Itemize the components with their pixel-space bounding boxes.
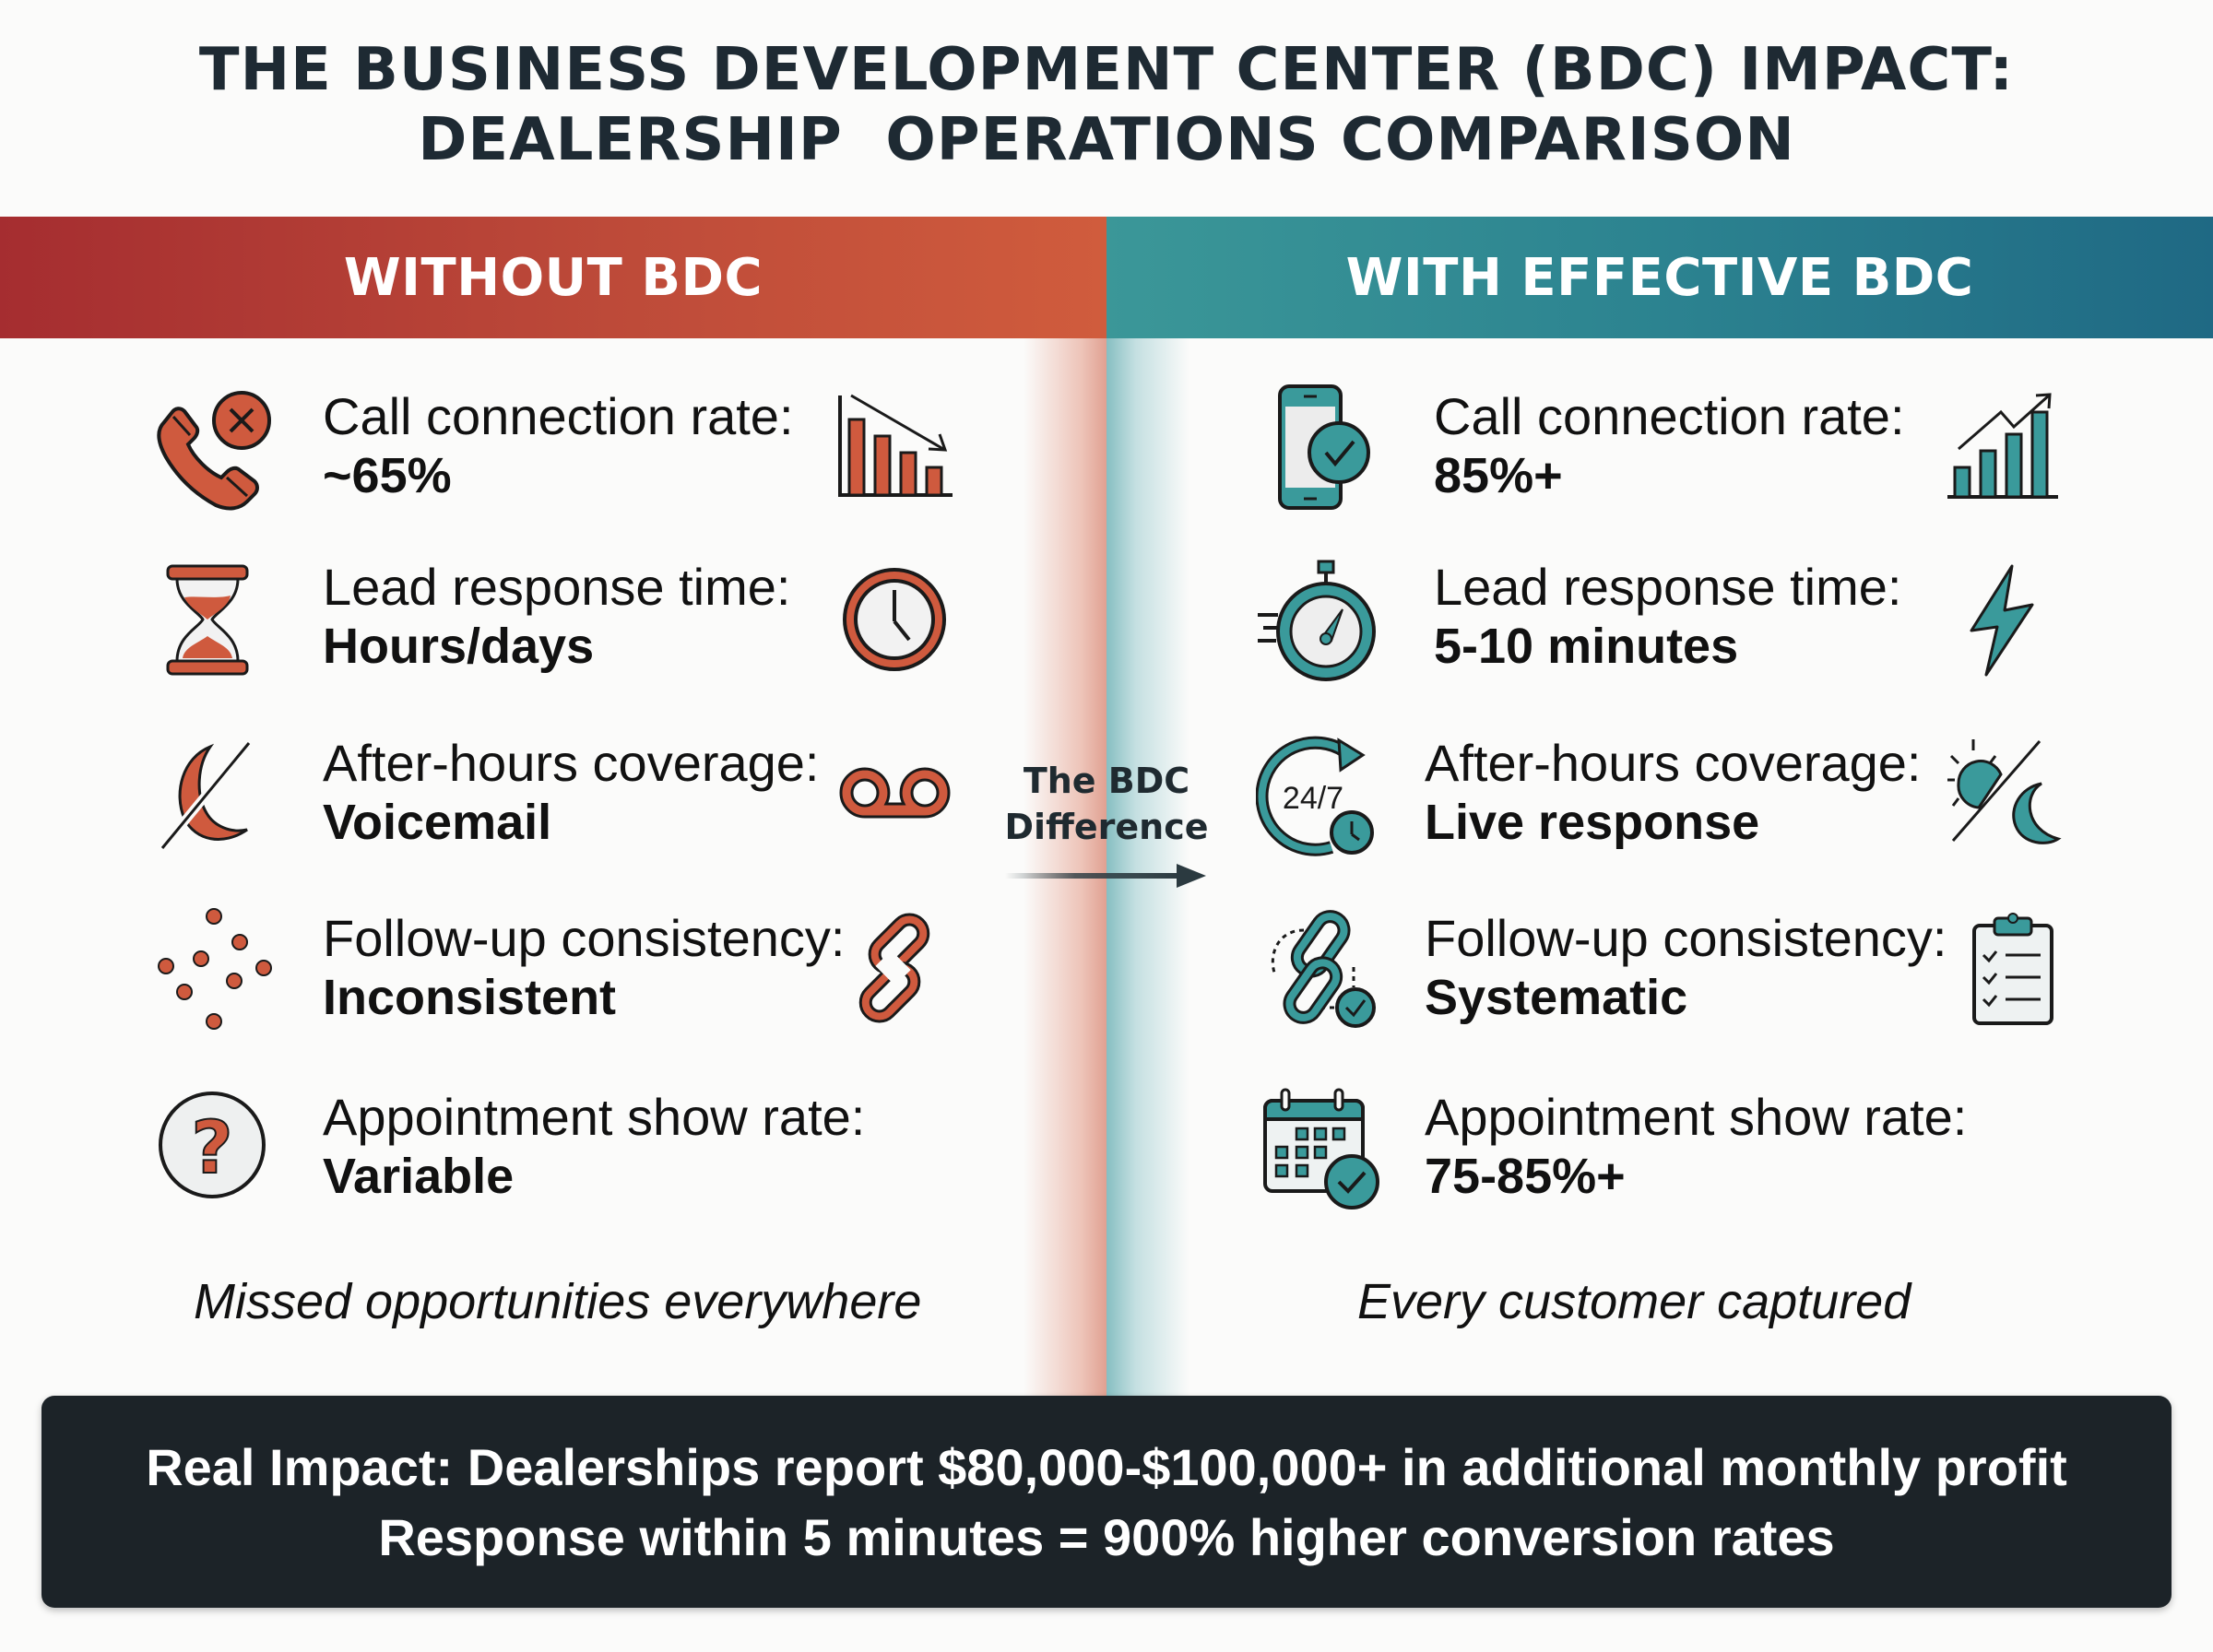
without-row-3-label: After-hours coverage: bbox=[323, 734, 820, 792]
with-row-4-label: Follow-up consistency: bbox=[1425, 909, 1947, 967]
with-row-5-value: 75-85%+ bbox=[1425, 1149, 1626, 1204]
with-bdc-header-label: WITH EFFECTIVE BDC bbox=[1345, 247, 1974, 308]
without-row-5-label: Appointment show rate: bbox=[323, 1088, 866, 1146]
page-title: THE BUSINESS DEVELOPMENT CENTER (BDC) IM… bbox=[0, 35, 2213, 175]
impact-line-1: Real Impact: Dealerships report $80,000-… bbox=[146, 1438, 2067, 1496]
24-7-clock-icon: 24/7 bbox=[1256, 733, 1385, 857]
checklist-clipboard-icon bbox=[1969, 913, 2056, 1028]
stopwatch-icon bbox=[1254, 558, 1383, 687]
declining-bar-chart-icon bbox=[834, 392, 954, 502]
impact-line-2: Response within 5 minutes = 900% higher … bbox=[378, 1508, 1835, 1566]
bdc-difference-label: The BDC Difference bbox=[996, 758, 1217, 850]
phone-check-icon bbox=[1263, 383, 1383, 512]
with-row-3-label: After-hours coverage: bbox=[1425, 734, 1922, 792]
without-bdc-header: WITHOUT BDC bbox=[0, 217, 1106, 338]
bdc-difference-line-2: Difference bbox=[1004, 807, 1209, 847]
moon-slashed-icon bbox=[157, 738, 267, 853]
with-row-4-value: Systematic bbox=[1425, 970, 1688, 1025]
without-row-4-value: Inconsistent bbox=[323, 970, 617, 1025]
without-row-1-label: Call connection rate: bbox=[323, 387, 794, 445]
with-tagline: Every customer captured bbox=[1357, 1274, 1911, 1329]
with-row-1-label: Call connection rate: bbox=[1434, 387, 1905, 445]
connected-chain-check-icon bbox=[1256, 908, 1385, 1032]
without-row-2-label: Lead response time: bbox=[323, 558, 791, 616]
rising-bar-chart-icon bbox=[1946, 392, 2061, 502]
clock-icon bbox=[839, 564, 950, 675]
with-row-2-label: Lead response time: bbox=[1434, 558, 1902, 616]
arrow-right-icon bbox=[1005, 862, 1208, 890]
question-mark-icon: ? bbox=[155, 1088, 270, 1203]
broken-chain-icon bbox=[834, 913, 954, 1023]
without-row-5-value: Variable bbox=[323, 1149, 515, 1204]
with-row-5-label: Appointment show rate: bbox=[1425, 1088, 1968, 1146]
with-bdc-header: WITH EFFECTIVE BDC bbox=[1106, 217, 2213, 338]
without-row-1-value: ~65% bbox=[323, 448, 452, 503]
phone-missed-icon bbox=[148, 387, 277, 516]
lightning-icon bbox=[1964, 562, 2038, 678]
without-bdc-header-label: WITHOUT BDC bbox=[343, 247, 763, 308]
bdc-difference-line-1: The BDC bbox=[1023, 761, 1190, 801]
sun-moon-icon bbox=[1947, 738, 2067, 848]
divider-glow-left bbox=[1024, 338, 1106, 1396]
with-row-3-value: Live response bbox=[1425, 795, 1760, 850]
without-row-4-label: Follow-up consistency: bbox=[323, 909, 846, 967]
24-7-label: 24/7 bbox=[1283, 781, 1343, 816]
without-tagline: Missed opportunities everywhere bbox=[194, 1274, 922, 1329]
hourglass-icon bbox=[157, 562, 258, 678]
voicemail-icon bbox=[837, 765, 953, 820]
calendar-check-icon bbox=[1261, 1086, 1386, 1210]
real-impact-banner: Real Impact: Dealerships report $80,000-… bbox=[41, 1396, 2172, 1608]
divider-glow-right bbox=[1106, 338, 1189, 1396]
scattered-dots-icon bbox=[148, 903, 277, 1032]
svg-text:?: ? bbox=[191, 1107, 232, 1190]
title-line-1: THE BUSINESS DEVELOPMENT CENTER (BDC) IM… bbox=[198, 36, 2015, 104]
with-row-2-value: 5-10 minutes bbox=[1434, 619, 1739, 674]
without-row-3-value: Voicemail bbox=[323, 795, 552, 850]
with-row-1-value: 85%+ bbox=[1434, 448, 1563, 503]
without-row-2-value: Hours/days bbox=[323, 619, 595, 674]
title-line-2: DEALERSHIP OPERATIONS COMPARISON bbox=[418, 106, 1795, 174]
